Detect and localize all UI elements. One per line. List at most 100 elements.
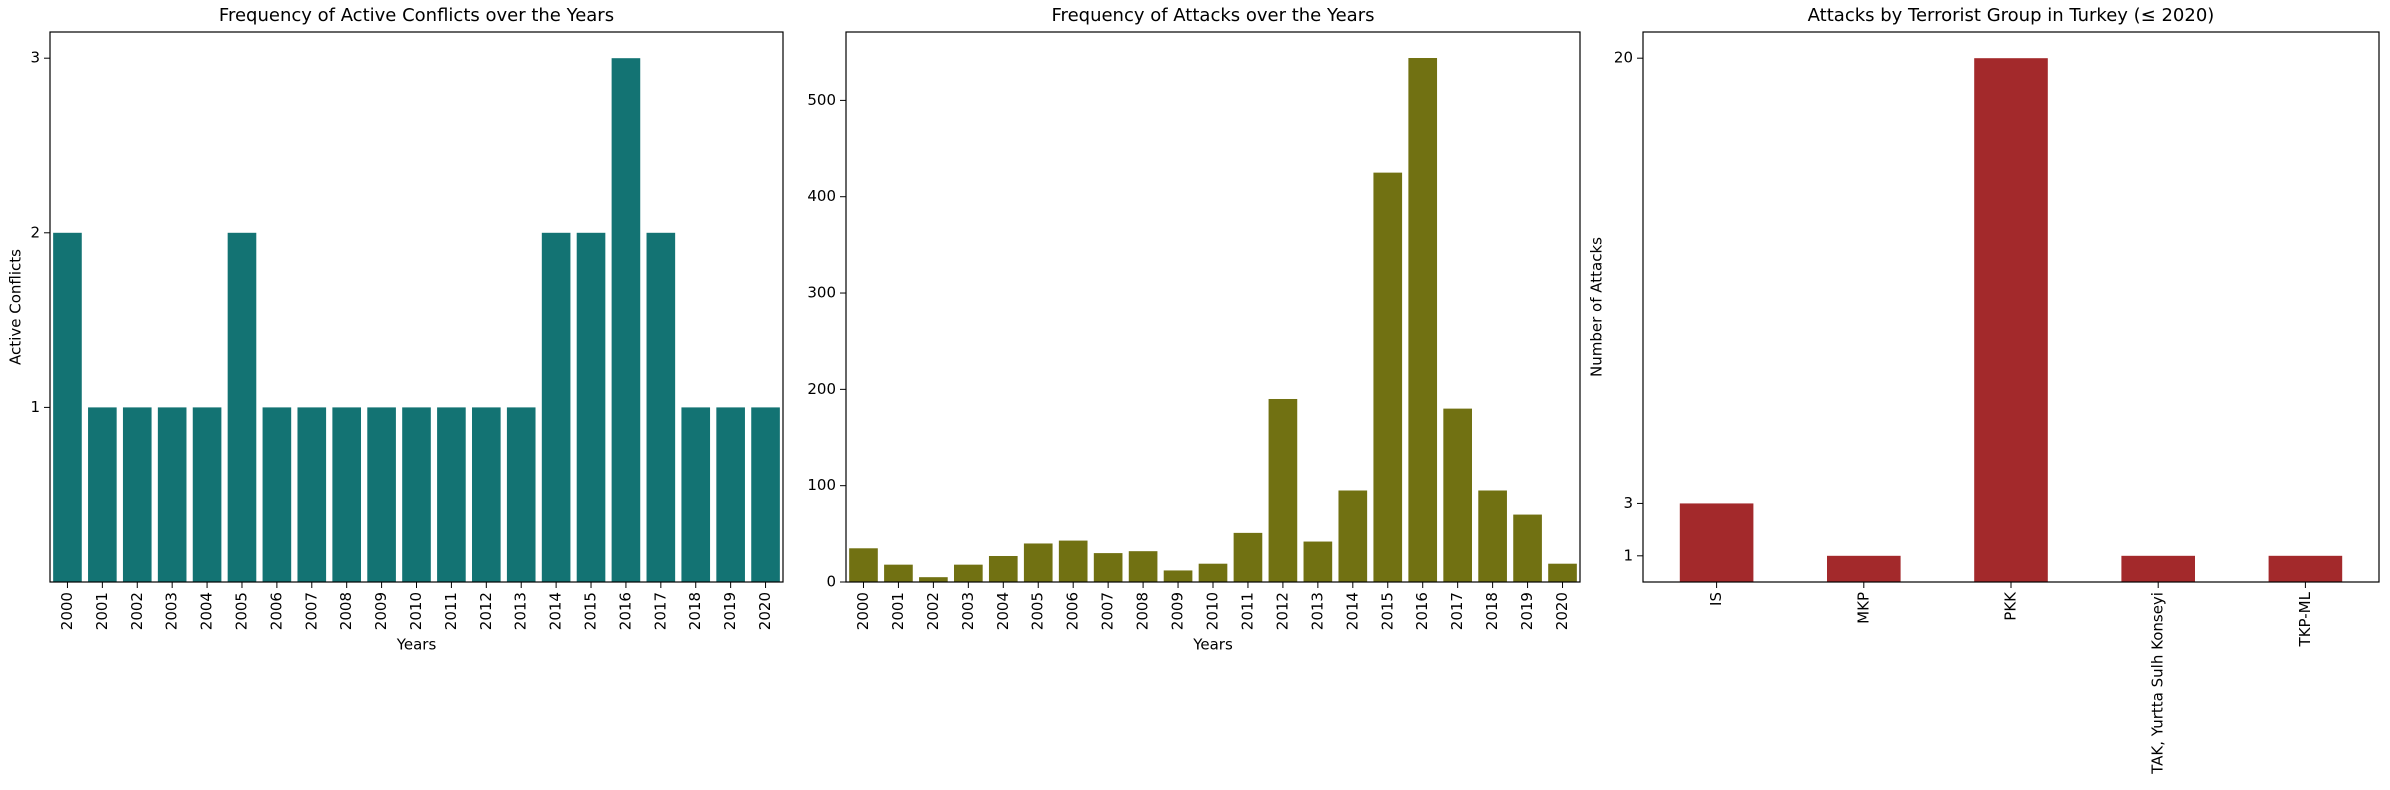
x-tick-label: 2016 <box>1413 592 1431 630</box>
x-tick-label: 2005 <box>1029 592 1047 630</box>
bar <box>919 577 948 582</box>
bar <box>751 407 780 582</box>
y-tick-label: 300 <box>807 284 836 302</box>
x-tick-label: 2010 <box>407 592 425 630</box>
x-tick-label: 2007 <box>1099 592 1117 630</box>
bar <box>1679 503 1754 582</box>
x-tick-label: 2018 <box>686 592 704 630</box>
bar <box>157 407 187 582</box>
x-tick-label: 2008 <box>337 592 355 630</box>
x-tick-label: TKP-ML <box>2296 591 2314 647</box>
x-tick-label: 2020 <box>756 592 774 630</box>
y-axis-label: Active Conflicts <box>7 249 25 365</box>
x-tick-label: 2001 <box>889 592 907 630</box>
bar <box>1093 553 1123 582</box>
bar <box>402 407 431 582</box>
y-tick-label: 1 <box>30 398 40 416</box>
x-tick-label: 2015 <box>582 592 600 630</box>
x-tick-label: 2010 <box>1204 592 1222 630</box>
bar <box>1408 58 1438 582</box>
x-tick-label: 2017 <box>651 592 669 630</box>
x-tick-label: 2004 <box>994 592 1012 630</box>
chart-title: Attacks by Terrorist Group in Turkey (≤ … <box>1808 5 2215 26</box>
bar <box>471 407 501 582</box>
bar <box>1023 543 1053 582</box>
y-tick-label: 3 <box>1623 494 1633 512</box>
x-axis-label: Years <box>1192 635 1233 653</box>
x-tick-label: 2004 <box>198 592 216 630</box>
x-tick-label: 2020 <box>1553 592 1571 630</box>
x-tick-label: 2016 <box>616 592 634 630</box>
axes-frame <box>49 31 784 583</box>
x-tick-label: IS <box>1707 592 1725 606</box>
x-tick-label: 2018 <box>1483 592 1501 630</box>
x-axis-label: Years <box>396 635 437 653</box>
bar <box>2268 555 2343 582</box>
bar <box>541 232 571 583</box>
x-tick-label: 2009 <box>372 592 390 630</box>
bar <box>716 407 745 582</box>
y-tick-label: 2 <box>30 223 40 241</box>
axes-frame <box>1642 31 2380 583</box>
x-tick-label: 2015 <box>1378 592 1396 630</box>
x-tick-label: 2003 <box>959 592 977 630</box>
bar <box>576 232 606 583</box>
bar <box>88 407 117 582</box>
bar <box>1827 555 1901 582</box>
x-tick-label: 2002 <box>128 592 146 630</box>
y-tick-label: 0 <box>826 573 836 591</box>
bar <box>1268 398 1298 582</box>
x-tick-label: 2006 <box>267 592 285 630</box>
bar <box>849 548 878 582</box>
bar <box>1338 490 1368 582</box>
bar <box>192 407 222 582</box>
bar <box>1548 563 1577 582</box>
axes-frame <box>845 31 1581 583</box>
bar <box>122 407 152 582</box>
bar <box>1233 532 1263 582</box>
x-tick-label: 2009 <box>1169 592 1187 630</box>
bar <box>1513 514 1542 582</box>
x-tick-label: 2012 <box>477 592 495 630</box>
chart-title: Frequency of Active Conflicts over the Y… <box>219 5 614 26</box>
y-tick-label: 3 <box>30 49 40 67</box>
chart-title: Frequency of Attacks over the Years <box>1052 5 1375 26</box>
x-tick-label: MKP <box>1854 592 1872 624</box>
x-tick-label: 2014 <box>1343 592 1361 630</box>
x-tick-label: 2008 <box>1134 592 1152 630</box>
bar <box>1478 490 1507 582</box>
x-tick-label: 2002 <box>924 592 942 630</box>
x-tick-label: 2017 <box>1448 592 1466 630</box>
y-tick-label: 20 <box>1614 49 1633 67</box>
bar <box>1303 541 1333 582</box>
x-tick-label: 2000 <box>854 592 872 630</box>
x-tick-label: 2003 <box>163 592 181 630</box>
bar <box>988 555 1018 582</box>
bar <box>367 407 396 582</box>
bar <box>1373 172 1403 582</box>
bar <box>884 564 913 582</box>
x-tick-label: 2019 <box>721 592 739 630</box>
bar <box>1163 570 1193 582</box>
x-tick-label: 2001 <box>93 592 111 630</box>
y-tick-label: 400 <box>807 187 836 205</box>
bar <box>53 232 82 583</box>
x-tick-label: 2014 <box>547 592 565 630</box>
bar <box>1974 58 2048 582</box>
y-tick-label: 100 <box>807 476 836 494</box>
x-tick-label: 2006 <box>1064 592 1082 630</box>
bar <box>954 564 983 582</box>
x-tick-label: 2013 <box>512 592 530 630</box>
x-tick-label: 2011 <box>442 592 460 630</box>
y-tick-label: 1 <box>1623 546 1633 564</box>
bar <box>437 407 466 582</box>
y-tick-label: 500 <box>807 91 836 109</box>
bar <box>227 232 257 583</box>
bar <box>506 407 536 582</box>
bar <box>611 58 641 582</box>
bar <box>1058 540 1088 582</box>
x-tick-label: 2013 <box>1308 592 1326 630</box>
x-tick-label: 2011 <box>1238 592 1256 630</box>
bar <box>332 407 362 582</box>
